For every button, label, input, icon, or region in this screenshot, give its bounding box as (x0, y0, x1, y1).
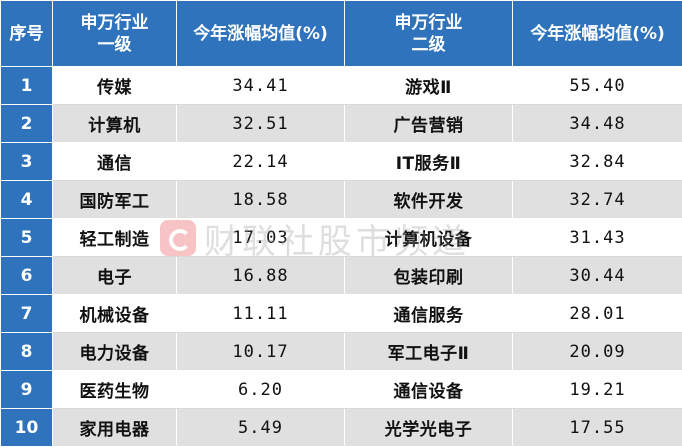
table-row: 7 机械设备 11.11 通信服务 28.01 (0, 294, 682, 333)
industry-level2-cell: 计算机设备 (344, 218, 513, 257)
table-row: 2 计算机 32.51 广告营销 34.48 (0, 104, 682, 143)
table-row: 4 国防军工 18.58 软件开发 32.74 (0, 180, 682, 219)
industry-level2-cell: 包装印刷 (344, 256, 513, 295)
header-industry-level2: 申万行业 二级 (344, 0, 513, 67)
industry-level1-cell: 电子 (52, 256, 177, 295)
gain-level1-cell: 6.20 (176, 370, 345, 409)
industry-level2-cell: 软件开发 (344, 180, 513, 219)
gain-level2-cell: 20.09 (512, 332, 682, 371)
gain-level2-cell: 34.48 (512, 104, 682, 143)
gain-level1-cell: 16.88 (176, 256, 345, 295)
gain-level1-cell: 11.11 (176, 294, 345, 333)
row-index: 3 (0, 142, 53, 181)
row-index: 2 (0, 104, 53, 143)
header-index: 序号 (0, 0, 53, 67)
gain-level2-cell: 19.21 (512, 370, 682, 409)
header-value-level2: 今年涨幅均值(%) (512, 0, 682, 67)
industry-level2-cell: 军工电子Ⅱ (344, 332, 513, 371)
row-index: 7 (0, 294, 53, 333)
industry-level1-cell: 传媒 (52, 66, 177, 105)
header-value-level1: 今年涨幅均值(%) (176, 0, 345, 67)
gain-level1-cell: 22.14 (176, 142, 345, 181)
gain-level1-cell: 18.58 (176, 180, 345, 219)
gain-level1-cell: 17.03 (176, 218, 345, 257)
table-body: 1 传媒 34.41 游戏Ⅱ 55.40 2 计算机 32.51 广告营销 34.48 3 通信 22.… (0, 66, 682, 447)
row-index: 4 (0, 180, 53, 219)
industry-level1-cell: 计算机 (52, 104, 177, 143)
gain-level2-cell: 55.40 (512, 66, 682, 105)
header-industry-level1-line1: 申万行业 (80, 12, 149, 33)
gain-level1-cell: 34.41 (176, 66, 345, 105)
gain-level1-cell: 10.17 (176, 332, 345, 371)
industry-level1-cell: 轻工制造 (52, 218, 177, 257)
header-industry-level2-line1: 申万行业 (394, 12, 463, 33)
industry-level1-cell: 家用电器 (52, 408, 177, 447)
industry-level2-cell: 通信设备 (344, 370, 513, 409)
row-index: 6 (0, 256, 53, 295)
header-industry-level1: 申万行业 一级 (52, 0, 177, 67)
header-industry-level2-line2: 二级 (411, 34, 446, 55)
gain-level2-cell: 28.01 (512, 294, 682, 333)
industry-level1-cell: 机械设备 (52, 294, 177, 333)
industry-level1-cell: 电力设备 (52, 332, 177, 371)
gain-level2-cell: 31.43 (512, 218, 682, 257)
gain-level2-cell: 30.44 (512, 256, 682, 295)
gain-level1-cell: 5.49 (176, 408, 345, 447)
row-index: 10 (0, 408, 53, 447)
row-index: 1 (0, 66, 53, 105)
industry-level2-cell: 通信服务 (344, 294, 513, 333)
row-index: 9 (0, 370, 53, 409)
industry-level2-cell: 广告营销 (344, 104, 513, 143)
gain-level2-cell: 17.55 (512, 408, 682, 447)
table-row: 5 轻工制造 17.03 计算机设备 31.43 (0, 218, 682, 257)
row-index: 5 (0, 218, 53, 257)
row-index: 8 (0, 332, 53, 371)
table-row: 9 医药生物 6.20 通信设备 19.21 (0, 370, 682, 409)
gain-level2-cell: 32.84 (512, 142, 682, 181)
header-industry-level1-line2: 一级 (97, 34, 132, 55)
industry-level1-cell: 医药生物 (52, 370, 177, 409)
industry-level2-cell: 光学光电子 (344, 408, 513, 447)
industry-level1-cell: 国防军工 (52, 180, 177, 219)
industry-level2-cell: 游戏Ⅱ (344, 66, 513, 105)
gain-level2-cell: 32.74 (512, 180, 682, 219)
table-row: 10 家用电器 5.49 光学光电子 17.55 (0, 408, 682, 447)
industry-level1-cell: 通信 (52, 142, 177, 181)
table-row: 8 电力设备 10.17 军工电子Ⅱ 20.09 (0, 332, 682, 371)
industry-level2-cell: IT服务Ⅱ (344, 142, 513, 181)
table-row: 6 电子 16.88 包装印刷 30.44 (0, 256, 682, 295)
table-header-row: 序号 申万行业 一级 今年涨幅均值(%) 申万行业 二级 今年涨幅均值(%) (0, 0, 682, 67)
table-row: 1 传媒 34.41 游戏Ⅱ 55.40 (0, 66, 682, 105)
gain-level1-cell: 32.51 (176, 104, 345, 143)
table-row: 3 通信 22.14 IT服务Ⅱ 32.84 (0, 142, 682, 181)
